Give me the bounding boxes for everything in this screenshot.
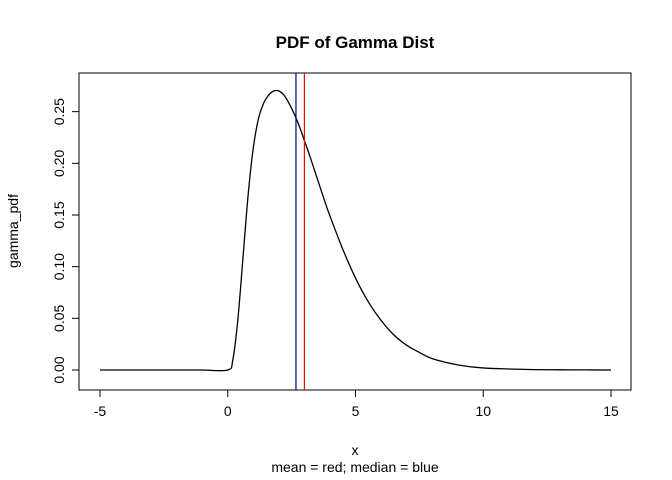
- y-tick-label: 0.10: [51, 253, 67, 280]
- x-axis: -5 0 5 10 15: [94, 389, 619, 419]
- y-tick-label: 0.20: [51, 149, 67, 176]
- y-tick-label: 0.15: [51, 201, 67, 228]
- x-tick-label: -5: [94, 403, 107, 419]
- y-tick-label: 0.25: [51, 98, 67, 125]
- x-tick-label: 5: [352, 403, 360, 419]
- y-axis: 0.00 0.05 0.10 0.15 0.20 0.25: [51, 98, 80, 384]
- y-tick-label: 0.05: [51, 304, 67, 331]
- y-tick-label: 0.00: [51, 356, 67, 383]
- x-tick-label: 15: [603, 403, 619, 419]
- x-tick-label: 0: [224, 403, 232, 419]
- x-axis-label: x: [352, 442, 359, 458]
- x-tick-label: 10: [475, 403, 491, 419]
- series-line-0: [99, 89, 612, 372]
- plot-area-frame: [78, 72, 632, 391]
- chart-title: PDF of Gamma Dist: [276, 33, 435, 52]
- series-layer: [99, 89, 612, 372]
- reference-lines: [295, 73, 305, 390]
- y-axis-label: gamma_pdf: [5, 194, 21, 268]
- chart-subtitle: mean = red; median = blue: [271, 459, 439, 475]
